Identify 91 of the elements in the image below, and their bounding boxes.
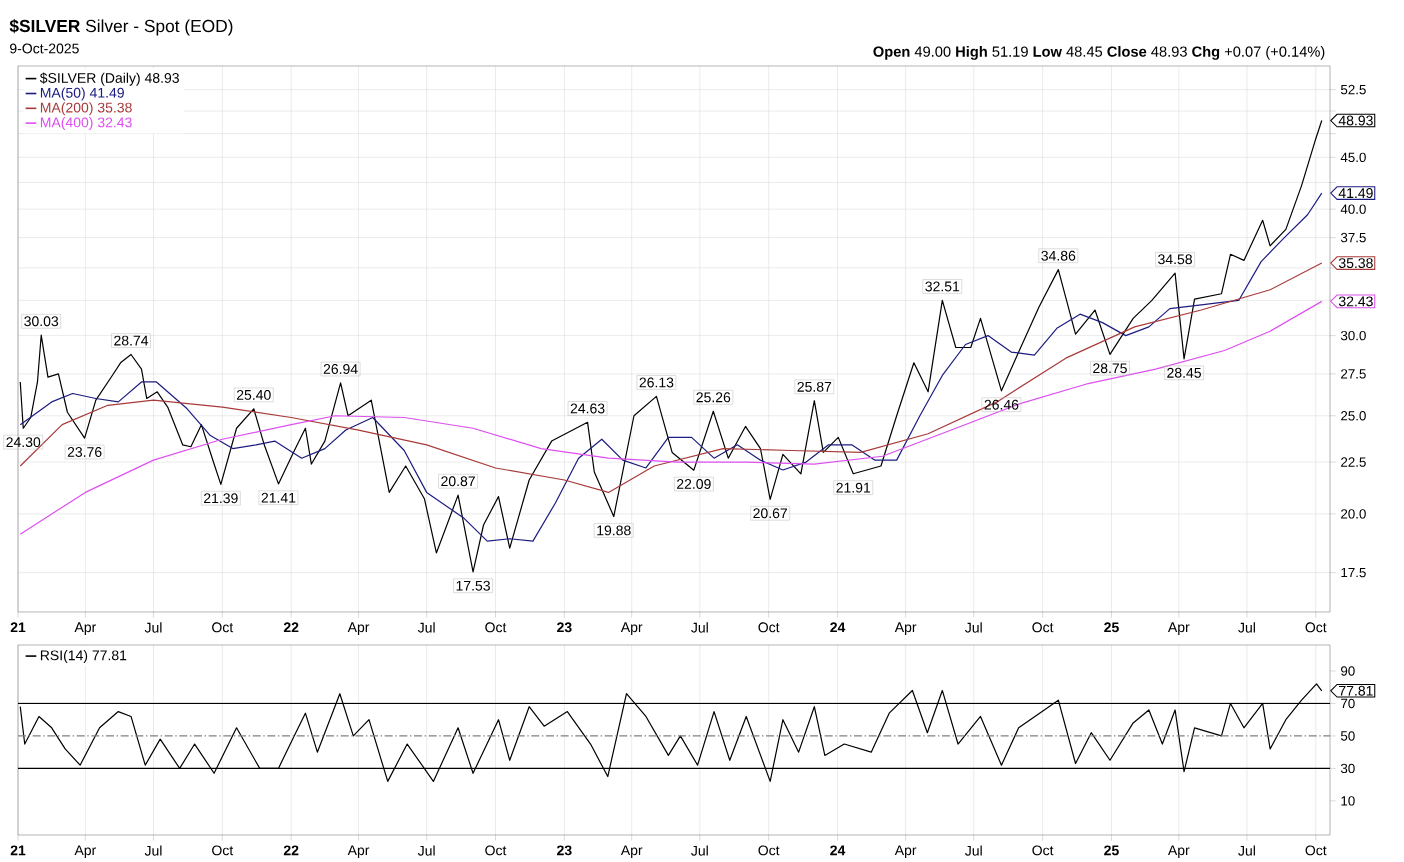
y-tick-label: 40.0 — [1340, 204, 1366, 214]
annotation: 17.53 — [456, 580, 490, 591]
x-tick-label: Apr — [347, 622, 370, 635]
x-tick-label: Apr — [74, 845, 97, 858]
x-tick-label: Oct — [1032, 845, 1054, 856]
annotation: 34.58 — [1158, 254, 1192, 265]
x-tick-label: Oct — [1305, 622, 1327, 633]
x-tick-label: Jul — [144, 845, 162, 856]
annotation: 22.09 — [677, 479, 711, 490]
annotation: 21.41 — [261, 492, 296, 503]
y-tick-label: 30.0 — [1340, 330, 1366, 341]
y-tick-label: 20.0 — [1341, 509, 1366, 519]
y-tick-label: 52.5 — [1340, 84, 1366, 95]
annotation: 25.40 — [236, 389, 271, 400]
annotation: 77.81 — [1339, 685, 1373, 696]
x-tick-label: Oct — [485, 845, 507, 856]
x-tick-label: Oct — [212, 845, 234, 856]
y-tick-label: 45.0 — [1340, 152, 1366, 163]
annotation: 23.76 — [67, 447, 102, 457]
y-tick-label: 70 — [1341, 698, 1355, 709]
y-tick-label: 10 — [1341, 796, 1355, 806]
x-tick-label: Jul — [691, 622, 708, 633]
annotation: 26.94 — [323, 364, 358, 374]
x-tick-label: Apr — [620, 845, 643, 858]
annotation: 24.30 — [6, 437, 41, 448]
annotation: 21.39 — [204, 493, 238, 504]
x-tick-label: 25 — [1104, 622, 1119, 633]
annotation: 20.67 — [753, 508, 787, 519]
x-tick-label: Oct — [1305, 845, 1327, 856]
annotation: 35.38 — [1338, 258, 1373, 269]
x-tick-label: Apr — [894, 845, 917, 858]
x-tick-label: Oct — [212, 622, 234, 633]
x-tick-label: Apr — [894, 622, 917, 635]
annotation: 32.43 — [1338, 296, 1373, 307]
annotation: 25.87 — [797, 381, 832, 392]
y-tick-label: 27.5 — [1341, 369, 1366, 379]
legend-label: MA(200) 35.38 — [40, 102, 132, 116]
x-tick-label: 24 — [830, 622, 846, 633]
x-tick-label: Apr — [1167, 845, 1190, 858]
y-tick-label: 30 — [1340, 763, 1355, 774]
annotation: 41.49 — [1338, 188, 1373, 199]
annotation: 20.87 — [441, 476, 475, 487]
x-tick-label: Apr — [74, 622, 97, 635]
legend-label: MA(400) 32.43 — [40, 117, 132, 131]
x-tick-label: 25 — [1104, 845, 1119, 856]
annotation: 19.88 — [597, 525, 631, 536]
x-tick-label: 21 — [10, 845, 26, 856]
x-tick-label: 22 — [283, 622, 299, 633]
x-tick-label: 23 — [557, 845, 572, 856]
annotation: 34.86 — [1041, 250, 1076, 261]
x-tick-label: Jul — [691, 845, 708, 856]
annotation: 28.74 — [114, 335, 149, 346]
annotation: 28.75 — [1093, 363, 1127, 374]
x-tick-label: Oct — [1032, 622, 1054, 633]
x-tick-label: Oct — [758, 845, 780, 856]
x-tick-label: Apr — [620, 622, 643, 635]
x-tick-label: Jul — [1238, 622, 1255, 633]
chart-subtitle: 9-Oct-2025 — [10, 43, 79, 54]
x-tick-label: 24 — [830, 845, 846, 856]
x-tick-label: Jul — [144, 622, 162, 633]
x-tick-label: 22 — [283, 845, 299, 856]
annotation: 32.51 — [925, 281, 960, 292]
y-tick-label: 25.0 — [1341, 411, 1366, 421]
x-tick-label: Apr — [1167, 622, 1190, 635]
x-tick-label: 21 — [10, 622, 26, 633]
y-tick-label: 50 — [1340, 731, 1355, 741]
x-tick-label: Jul — [1238, 845, 1255, 856]
legend-label: MA(50) 41.49 — [40, 87, 124, 101]
y-tick-label: 37.5 — [1340, 232, 1366, 243]
x-tick-label: 23 — [557, 622, 572, 633]
annotation: 24.63 — [570, 403, 605, 414]
x-tick-label: Oct — [485, 622, 507, 633]
y-tick-label: 90 — [1341, 666, 1355, 676]
annotation: 30.03 — [24, 316, 59, 327]
text: Open 49.00 High 51.19 Low 48.45 Close 48.93 Chg +0.07 (+0.14%) — [873, 46, 1325, 60]
x-tick-label: Jul — [417, 845, 435, 856]
legend-label: $SILVER (Daily) 48.93 — [39, 72, 179, 86]
annotation: 48.93 — [1338, 115, 1373, 126]
annotation: 21.91 — [836, 482, 871, 493]
chart-title: $SILVER Silver - Spot (EOD) — [9, 19, 233, 36]
annotation: 26.13 — [639, 377, 674, 388]
x-tick-label: Oct — [758, 622, 780, 633]
y-tick-label: 22.5 — [1341, 457, 1366, 467]
x-tick-label: Apr — [347, 845, 370, 858]
y-tick-label: 17.5 — [1341, 567, 1366, 578]
legend-label: RSI(14) 77.81 — [40, 650, 127, 664]
annotation: 28.45 — [1167, 367, 1201, 378]
x-tick-label: Jul — [965, 622, 982, 633]
x-tick-label: Jul — [417, 622, 435, 633]
x-tick-label: Jul — [965, 845, 982, 856]
annotation: 25.26 — [696, 392, 731, 403]
